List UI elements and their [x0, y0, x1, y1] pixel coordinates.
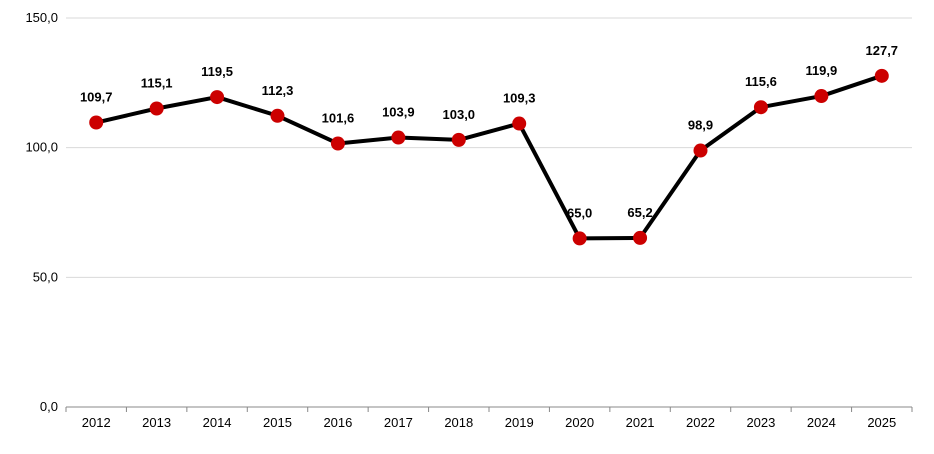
data-label: 109,3: [503, 91, 536, 106]
data-point: [633, 230, 648, 245]
x-tick-label: 2013: [142, 415, 171, 430]
y-tick-label: 50,0: [33, 269, 58, 284]
series-polyline: [94, 73, 884, 241]
data-point: [391, 130, 406, 145]
axes: 0,0 50,0 100,0 150,0 2012 2013 2014 2015 2016 201…: [25, 10, 913, 430]
data-label: 65,2: [627, 205, 652, 220]
x-tick-label: 2025: [867, 415, 896, 430]
data-labels: 109,7 115,1 119,5 112,3 101,6 103,9 103,0 109,3…: [80, 43, 898, 221]
data-label: 103,9: [382, 105, 415, 120]
series-line: [94, 73, 884, 241]
data-point: [89, 115, 104, 130]
data-label: 101,6: [322, 111, 355, 126]
x-tick-label: 2024: [807, 415, 836, 430]
gridlines: [66, 17, 912, 278]
data-label: 119,5: [201, 64, 233, 79]
x-tick-label: 2012: [82, 415, 111, 430]
data-label: 127,7: [866, 43, 899, 58]
data-label: 109,7: [80, 90, 113, 105]
data-point: [270, 108, 285, 123]
data-point: [210, 90, 225, 105]
data-label: 103,0: [443, 107, 476, 122]
data-point: [572, 231, 587, 246]
data-point: [874, 68, 889, 83]
data-point: [814, 89, 829, 104]
data-point: [149, 101, 164, 116]
data-label: 115,6: [745, 74, 777, 89]
x-tick-label: 2020: [565, 415, 594, 430]
data-label: 65,0: [567, 205, 592, 220]
y-tick-label: 100,0: [25, 140, 58, 155]
data-label: 115,1: [141, 76, 173, 91]
data-label: 98,9: [688, 118, 713, 133]
x-tick-label: 2014: [203, 415, 232, 430]
x-tick-label: 2019: [505, 415, 534, 430]
data-label: 112,3: [262, 83, 294, 98]
data-point: [512, 116, 527, 131]
x-tick-label: 2022: [686, 415, 715, 430]
y-tick-label: 150,0: [25, 10, 58, 25]
x-tick-label: 2016: [323, 415, 352, 430]
data-point: [451, 132, 466, 147]
x-tick-label: 2017: [384, 415, 413, 430]
x-tick-label: 2023: [746, 415, 775, 430]
x-tick-label: 2018: [444, 415, 473, 430]
y-tick-label: 0,0: [40, 399, 58, 414]
data-point: [330, 136, 345, 151]
x-tick-label: 2015: [263, 415, 292, 430]
data-label: 119,9: [805, 63, 837, 78]
data-point: [693, 143, 708, 158]
data-point: [753, 100, 768, 115]
x-tick-label: 2021: [626, 415, 655, 430]
series-markers: [89, 68, 889, 246]
